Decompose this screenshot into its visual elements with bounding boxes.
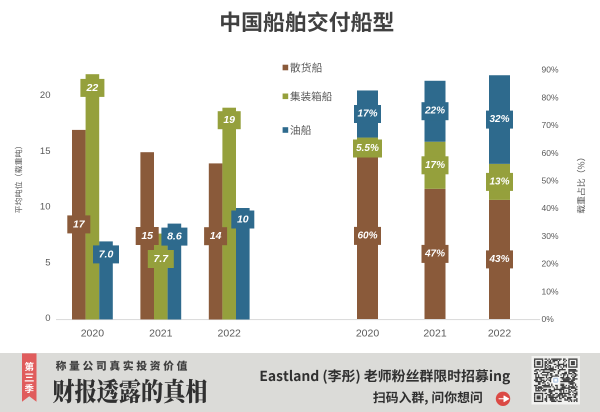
svg-text:2020: 2020 [356, 328, 380, 340]
svg-text:47%: 47% [424, 248, 445, 259]
svg-text:10: 10 [237, 214, 249, 226]
svg-text:15: 15 [141, 230, 153, 242]
svg-text:15: 15 [40, 146, 51, 157]
svg-text:20%: 20% [542, 259, 559, 269]
svg-text:8.6: 8.6 [167, 231, 182, 243]
svg-text:70%: 70% [542, 120, 559, 130]
svg-text:90%: 90% [542, 65, 559, 75]
svg-text:14: 14 [210, 230, 222, 242]
svg-text:60%: 60% [542, 148, 559, 158]
svg-text:43%: 43% [488, 254, 509, 265]
svg-text:13%: 13% [489, 176, 509, 187]
svg-text:22%: 22% [424, 106, 445, 117]
svg-text:10%: 10% [542, 286, 559, 296]
svg-text:17%: 17% [425, 160, 445, 171]
svg-text:5: 5 [45, 257, 50, 268]
svg-text:30%: 30% [542, 231, 559, 241]
svg-text:17%: 17% [357, 109, 377, 120]
svg-text:32%: 32% [489, 114, 509, 125]
svg-text:7.7: 7.7 [153, 253, 169, 265]
svg-text:19: 19 [223, 114, 235, 126]
svg-text:10: 10 [40, 202, 51, 213]
svg-text:2020: 2020 [81, 328, 105, 340]
svg-text:60%: 60% [357, 230, 377, 241]
svg-text:7.0: 7.0 [99, 248, 114, 260]
svg-text:20: 20 [40, 90, 51, 101]
svg-text:2021: 2021 [149, 328, 173, 340]
svg-text:0%: 0% [542, 314, 555, 324]
svg-text:2021: 2021 [423, 328, 447, 340]
svg-text:0: 0 [45, 313, 50, 324]
svg-text:2022: 2022 [488, 328, 512, 340]
svg-text:5.5%: 5.5% [356, 143, 379, 154]
svg-text:50%: 50% [542, 176, 559, 186]
svg-text:40%: 40% [542, 203, 559, 213]
svg-text:22: 22 [86, 82, 99, 94]
svg-text:17: 17 [73, 218, 86, 230]
svg-text:2022: 2022 [218, 328, 242, 340]
svg-text:80%: 80% [542, 92, 559, 102]
